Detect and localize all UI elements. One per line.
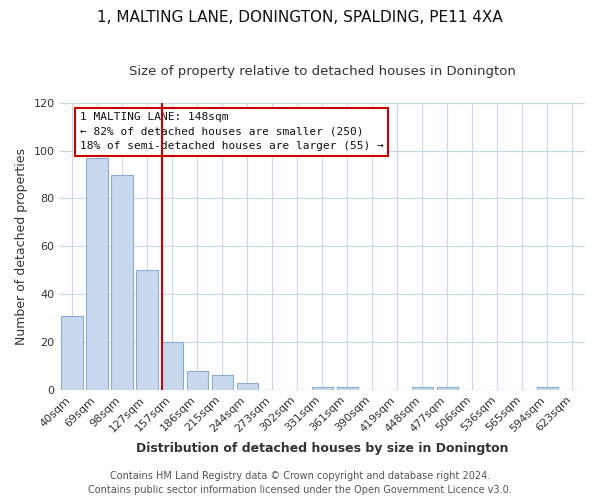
Text: Contains HM Land Registry data © Crown copyright and database right 2024.
Contai: Contains HM Land Registry data © Crown c… xyxy=(88,471,512,495)
Bar xyxy=(437,388,458,390)
Bar xyxy=(187,370,208,390)
Text: 1 MALTING LANE: 148sqm
← 82% of detached houses are smaller (250)
18% of semi-de: 1 MALTING LANE: 148sqm ← 82% of detached… xyxy=(80,112,383,151)
Bar xyxy=(112,174,133,390)
Bar xyxy=(212,376,233,390)
Bar xyxy=(61,316,83,390)
X-axis label: Distribution of detached houses by size in Donington: Distribution of detached houses by size … xyxy=(136,442,509,455)
Bar xyxy=(86,158,108,390)
Bar xyxy=(337,388,358,390)
Bar xyxy=(136,270,158,390)
Title: Size of property relative to detached houses in Donington: Size of property relative to detached ho… xyxy=(129,65,516,78)
Y-axis label: Number of detached properties: Number of detached properties xyxy=(15,148,28,345)
Bar xyxy=(311,388,333,390)
Bar xyxy=(537,388,558,390)
Text: 1, MALTING LANE, DONINGTON, SPALDING, PE11 4XA: 1, MALTING LANE, DONINGTON, SPALDING, PE… xyxy=(97,10,503,25)
Bar xyxy=(236,382,258,390)
Bar xyxy=(161,342,183,390)
Bar xyxy=(412,388,433,390)
